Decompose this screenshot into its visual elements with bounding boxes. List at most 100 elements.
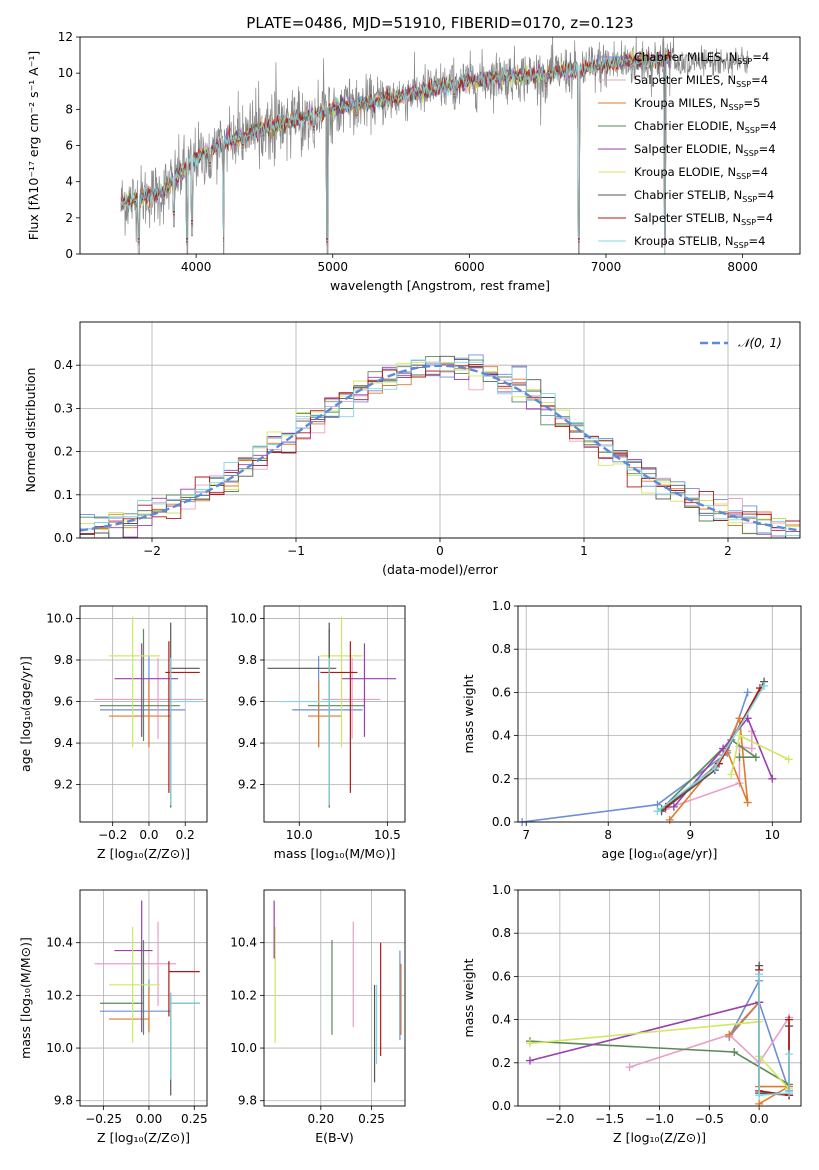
- x-tick-label: −0.25: [85, 1112, 122, 1126]
- weight-point-marker: [743, 688, 752, 697]
- axes-frame: [263, 889, 406, 1107]
- x-tick-label: 0: [436, 544, 444, 558]
- y-tick-label: 9.2: [238, 778, 257, 792]
- weight-point-marker: [525, 1039, 534, 1048]
- y-tick-label: 9.6: [54, 695, 73, 709]
- legend-label-suffix: =4: [751, 165, 768, 179]
- y-tick-label: 4: [65, 175, 73, 189]
- legend-label: Chabrier ELODIE, NSSP=4: [634, 119, 777, 135]
- legend-label: Kroupa MILES, NSSP=5: [634, 96, 760, 112]
- weight-series-line: [529, 1001, 760, 1062]
- x-tick-label: −0.2: [98, 828, 127, 842]
- x-tick-label: 0.00: [136, 1112, 163, 1126]
- weight-point-marker: [669, 802, 678, 811]
- x-axis-label: Z [log₁₀(Z/Z⊙)]: [613, 1130, 706, 1145]
- x-tick-label: 4000: [181, 260, 212, 274]
- y-tick-label: 10.0: [46, 1041, 73, 1055]
- x-tick-label: 0.25: [181, 1112, 208, 1126]
- x-tick-label: 7000: [591, 260, 622, 274]
- y-tick-label: 0.3: [54, 401, 73, 415]
- legend-label-main: Chabrier ELODIE, N: [634, 119, 745, 133]
- x-axis-label: Z [log₁₀(Z/Z⊙)]: [97, 846, 190, 861]
- legend-label-main: Kroupa MILES, N: [634, 96, 729, 110]
- legend-label: Kroupa ELODIE, NSSP=4: [634, 165, 768, 181]
- model-spectrum-line: [120, 52, 672, 239]
- x-tick-label: 6000: [454, 260, 485, 274]
- legend-label-subscript: SSP: [736, 80, 751, 89]
- weight-point-marker: [725, 1030, 734, 1039]
- x-tick-label: −0.5: [695, 1112, 724, 1126]
- x-tick-label: 10.0: [286, 828, 313, 842]
- normal-reference-curve: [80, 364, 800, 532]
- y-tick-label: 0.4: [54, 358, 73, 372]
- x-tick-label: 8: [604, 828, 612, 842]
- weight-series-line: [673, 716, 774, 808]
- x-tick-label: 10.5: [374, 828, 401, 842]
- weight-point-marker: [755, 1091, 764, 1100]
- y-tick-label: 0.2: [492, 772, 511, 786]
- weight-series-line: [758, 974, 790, 1097]
- legend-label: Salpeter MILES, NSSP=4: [634, 73, 768, 89]
- chart-title: PLATE=0486, MJD=51910, FIBERID=0170, z=0…: [246, 14, 633, 32]
- x-tick-label: 0.0: [750, 1112, 769, 1126]
- y-tick-label: 10: [58, 66, 73, 80]
- y-axis-label: Normed distribution: [23, 368, 38, 493]
- weight-point-marker: [784, 755, 793, 764]
- y-axis-label: Flux [fλ10⁻¹⁷ erg cm⁻² s⁻¹ A⁻¹]: [26, 51, 41, 240]
- y-tick-label: 8: [65, 102, 73, 116]
- legend-label-suffix: =4: [751, 73, 768, 87]
- legend-label-suffix: =4: [752, 50, 769, 64]
- x-tick-label: 5000: [317, 260, 348, 274]
- y-axis-label: mass [log₁₀(M/M⊙)]: [18, 937, 33, 1059]
- legend-label-subscript: SSP: [729, 103, 744, 112]
- legend-label-main: Kroupa ELODIE, N: [634, 165, 736, 179]
- y-tick-label: 10.4: [46, 936, 73, 950]
- weight-point-marker: [785, 1050, 794, 1059]
- weight-point-marker: [755, 970, 764, 979]
- y-tick-label: 10.2: [230, 988, 257, 1002]
- x-axis-label: E(B-V): [315, 1130, 354, 1145]
- x-axis-label: (data-model)/error: [382, 562, 499, 577]
- y-tick-label: 9.8: [54, 653, 73, 667]
- y-tick-label: 0.8: [492, 642, 511, 656]
- legend-label-subscript: SSP: [737, 57, 752, 66]
- model-spectrum-line: [120, 48, 672, 246]
- legend-label-main: Chabrier STELIB, N: [634, 188, 742, 202]
- x-tick-label: −1: [287, 544, 305, 558]
- weight-point-marker: [743, 798, 752, 807]
- legend-label-subscript: SSP: [745, 126, 760, 135]
- axes-frame: [79, 321, 801, 539]
- y-axis-label: mass weight: [461, 674, 476, 753]
- y-tick-label: 12: [58, 30, 73, 44]
- weight-point-marker: [625, 1063, 634, 1072]
- weight-point-marker: [755, 1099, 764, 1108]
- y-tick-label: 0.0: [54, 531, 73, 545]
- weight-point-marker: [760, 681, 769, 690]
- y-tick-label: 0.6: [492, 969, 511, 983]
- legend-label: Chabrier STELIB, NSSP=4: [634, 188, 774, 204]
- legend-label-main: Kroupa STELIB, N: [634, 234, 734, 248]
- x-axis-label: wavelength [Angstrom, rest frame]: [330, 278, 550, 293]
- y-tick-label: 9.6: [238, 695, 257, 709]
- legend-label-subscript: SSP: [742, 195, 757, 204]
- axes-frame: [79, 36, 801, 255]
- y-tick-label: 9.4: [54, 736, 73, 750]
- mass-vs-metallicity-panel: −0.25 0.00 0.25 9.8 10.0 10.2 10.4 Z [log₁₀(Z/Z…: [18, 889, 208, 1145]
- axes-frame: [79, 605, 208, 823]
- weight-point-marker: [665, 815, 674, 824]
- x-tick-label: 8000: [727, 260, 758, 274]
- weight-point-marker: [751, 753, 760, 762]
- y-tick-label: 0.2: [492, 1056, 511, 1070]
- legend-label: Salpeter ELODIE, NSSP=4: [634, 142, 776, 158]
- x-tick-label: −2: [143, 544, 161, 558]
- legend-label: Kroupa STELIB, NSSP=4: [634, 234, 765, 250]
- weight-point-marker: [735, 753, 744, 762]
- weight-point-marker: [747, 744, 756, 753]
- y-tick-label: 0: [65, 247, 73, 261]
- y-axis-label: age [log₁₀(age/yr)]: [18, 656, 33, 772]
- weight-point-marker: [785, 1089, 794, 1098]
- x-tick-label: −1.0: [645, 1112, 674, 1126]
- legend-label-main: Salpeter STELIB, N: [634, 211, 741, 225]
- legend-label-main: Chabrier MILES, N: [634, 50, 737, 64]
- weight-vs-age-panel: 7 8 9 10 0.0 0.2 0.4 0.6 0.8 1.0 age [log₁₀(age/yr…: [461, 599, 802, 861]
